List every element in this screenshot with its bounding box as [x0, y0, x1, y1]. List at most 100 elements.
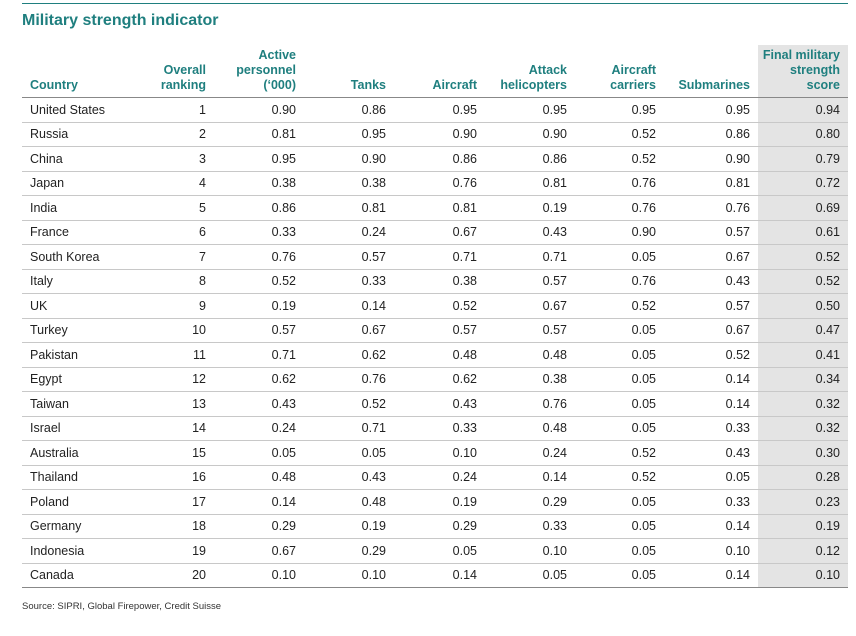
value-cell: 0.10: [304, 563, 394, 588]
value-cell: 0.14: [664, 514, 758, 539]
value-cell: 0.05: [575, 538, 664, 564]
value-cell: 0.43: [394, 391, 485, 417]
value-cell: 20: [130, 563, 214, 588]
value-cell: 0.38: [304, 171, 394, 196]
value-cell: 0.57: [664, 220, 758, 245]
value-cell: 0.90: [664, 146, 758, 172]
value-cell: 0.90: [575, 220, 664, 245]
column-header: Country: [22, 45, 130, 98]
table-body: United States 1 0.90 0.86 0.95 0.95 0.95 0.95 0.…: [22, 97, 848, 588]
value-cell: 0.95: [214, 146, 304, 172]
value-cell: 0.95: [664, 97, 758, 123]
value-cell: 0.05: [575, 342, 664, 368]
column-header: Aircraft carriers: [575, 45, 664, 98]
value-cell: 0.33: [485, 514, 575, 539]
value-cell: 0.19: [214, 293, 304, 319]
value-cell: 0.57: [304, 244, 394, 270]
value-cell: 0.34: [758, 367, 848, 392]
table-row: India 5 0.86 0.81 0.81 0.19 0.76 0.76 0.69: [22, 195, 848, 221]
country-cell: Egypt: [22, 367, 130, 392]
value-cell: 0.57: [485, 318, 575, 343]
value-cell: 0.24: [304, 220, 394, 245]
table-row: Japan 4 0.38 0.38 0.76 0.81 0.76 0.81 0.72: [22, 171, 848, 196]
top-rule: [22, 3, 848, 4]
country-cell: China: [22, 146, 130, 172]
value-cell: 0.10: [758, 563, 848, 588]
value-cell: 0.57: [394, 318, 485, 343]
value-cell: 0.24: [214, 416, 304, 441]
value-cell: 0.57: [214, 318, 304, 343]
value-cell: 15: [130, 440, 214, 466]
value-cell: 0.79: [758, 146, 848, 172]
column-header: Aircraft: [394, 45, 485, 98]
value-cell: 0.71: [394, 244, 485, 270]
value-cell: 0.05: [214, 440, 304, 466]
value-cell: 0.52: [575, 465, 664, 490]
country-cell: Israel: [22, 416, 130, 441]
value-cell: 0.19: [394, 489, 485, 515]
table-row: Italy 8 0.52 0.33 0.38 0.57 0.76 0.43 0.52: [22, 269, 848, 294]
value-cell: 18: [130, 514, 214, 539]
value-cell: 0.05: [575, 489, 664, 515]
column-header: Active personnel (‘000): [214, 45, 304, 98]
value-cell: 0.48: [394, 342, 485, 368]
value-cell: 0.76: [575, 269, 664, 294]
value-cell: 8: [130, 269, 214, 294]
value-cell: 0.24: [485, 440, 575, 466]
title: Military strength indicator: [22, 12, 219, 29]
table-row: Taiwan 13 0.43 0.52 0.43 0.76 0.05 0.14 0.32: [22, 391, 848, 417]
table-row: Indonesia 19 0.67 0.29 0.05 0.10 0.05 0.10 0.12: [22, 538, 848, 564]
value-cell: 0.52: [664, 342, 758, 368]
value-cell: 0.71: [304, 416, 394, 441]
value-cell: 12: [130, 367, 214, 392]
value-cell: 0.43: [485, 220, 575, 245]
value-cell: 0.52: [575, 122, 664, 147]
value-cell: 0.10: [485, 538, 575, 564]
table-row: Russia 2 0.81 0.95 0.90 0.90 0.52 0.86 0.80: [22, 122, 848, 147]
value-cell: 0.05: [394, 538, 485, 564]
header-row: Country Overall ranking Active personnel (…: [22, 45, 848, 98]
value-cell: 14: [130, 416, 214, 441]
value-cell: 0.80: [758, 122, 848, 147]
value-cell: 0.19: [304, 514, 394, 539]
value-cell: 0.05: [575, 416, 664, 441]
value-cell: 0.05: [664, 465, 758, 490]
value-cell: 0.76: [214, 244, 304, 270]
value-cell: 0.14: [485, 465, 575, 490]
value-cell: 7: [130, 244, 214, 270]
value-cell: 0.38: [485, 367, 575, 392]
value-cell: 0.29: [214, 514, 304, 539]
value-cell: 0.62: [304, 342, 394, 368]
country-cell: Turkey: [22, 318, 130, 343]
value-cell: 0.67: [485, 293, 575, 319]
country-cell: Thailand: [22, 465, 130, 490]
value-cell: 0.10: [394, 440, 485, 466]
value-cell: 0.29: [304, 538, 394, 564]
value-cell: 0.30: [758, 440, 848, 466]
value-cell: 0.48: [485, 342, 575, 368]
table-row: France 6 0.33 0.24 0.67 0.43 0.90 0.57 0.61: [22, 220, 848, 245]
table-row: Poland 17 0.14 0.48 0.19 0.29 0.05 0.33 0.23: [22, 489, 848, 515]
value-cell: 0.05: [575, 391, 664, 417]
value-cell: 0.05: [575, 563, 664, 588]
value-cell: 0.14: [214, 489, 304, 515]
table-row: United States 1 0.90 0.86 0.95 0.95 0.95 0.95 0.…: [22, 97, 848, 123]
table-row: Germany 18 0.29 0.19 0.29 0.33 0.05 0.14 0.19: [22, 514, 848, 539]
value-cell: 0.48: [214, 465, 304, 490]
value-cell: 0.86: [664, 122, 758, 147]
table-row: China 3 0.95 0.90 0.86 0.86 0.52 0.90 0.79: [22, 146, 848, 172]
value-cell: 0.23: [758, 489, 848, 515]
value-cell: 0.57: [485, 269, 575, 294]
value-cell: 5: [130, 195, 214, 221]
value-cell: 0.76: [394, 171, 485, 196]
value-cell: 0.81: [485, 171, 575, 196]
value-cell: 17: [130, 489, 214, 515]
table-row: South Korea 7 0.76 0.57 0.71 0.71 0.05 0.67 0.52: [22, 244, 848, 270]
value-cell: 0.71: [214, 342, 304, 368]
country-cell: Russia: [22, 122, 130, 147]
value-cell: 0.52: [575, 293, 664, 319]
value-cell: 0.95: [304, 122, 394, 147]
value-cell: 0.05: [304, 440, 394, 466]
country-cell: Pakistan: [22, 342, 130, 368]
